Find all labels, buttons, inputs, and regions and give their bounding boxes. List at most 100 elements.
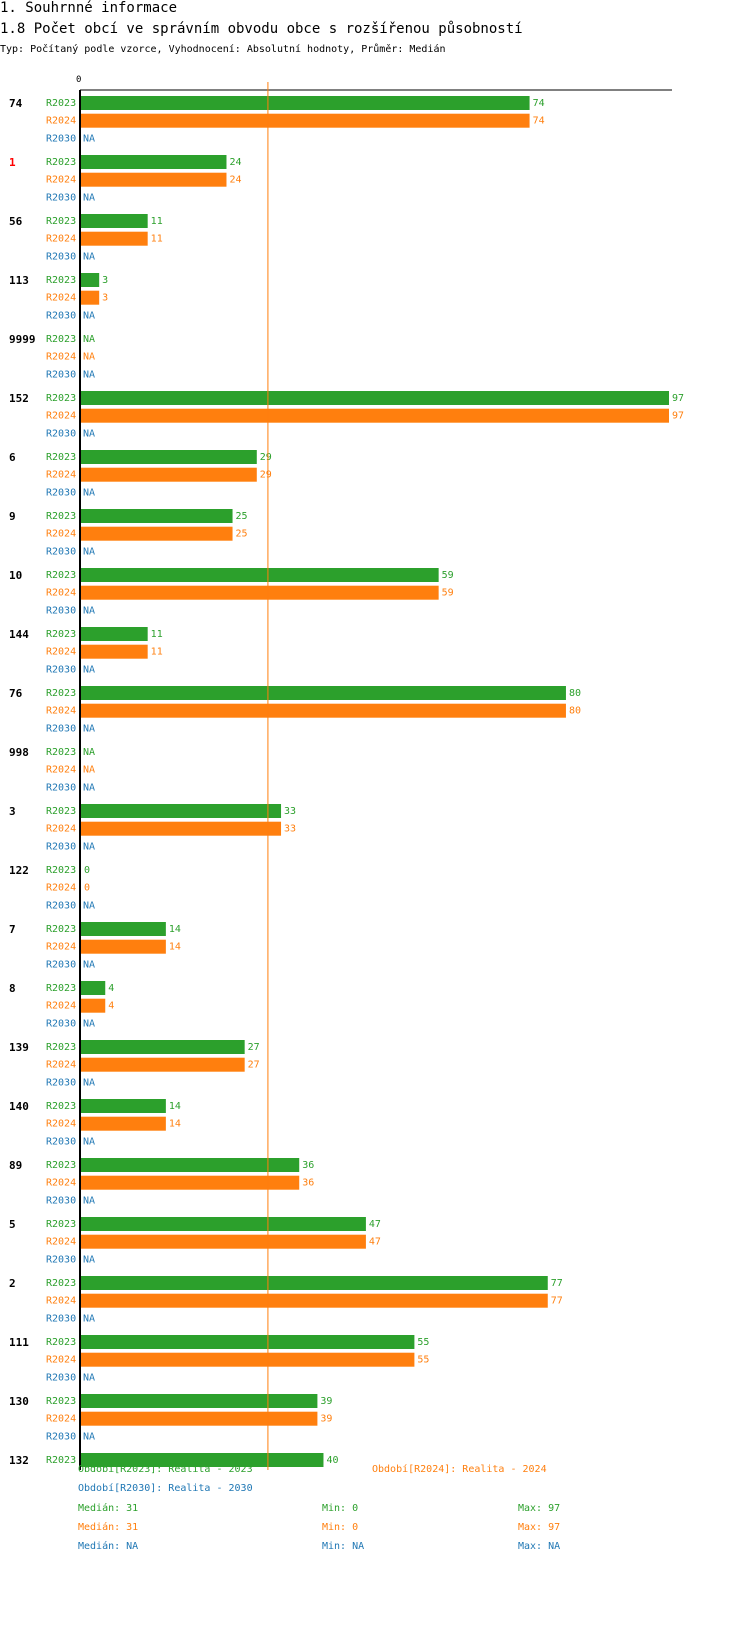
- value-label: 25: [236, 529, 248, 540]
- bar-r2024: [81, 1057, 245, 1072]
- bar-r2024: [81, 998, 106, 1013]
- value-label: 14: [169, 1101, 181, 1112]
- value-label: 11: [151, 234, 163, 245]
- category-label: 132: [9, 1454, 29, 1467]
- value-label-na: NA: [83, 1136, 95, 1147]
- series-label-r2030: R2030: [46, 428, 76, 439]
- series-label-r2024: R2024: [46, 1178, 76, 1189]
- value-label: 24: [229, 157, 241, 168]
- value-label: 97: [672, 393, 684, 404]
- value-label-na: NA: [83, 765, 95, 776]
- value-label: 33: [284, 824, 296, 835]
- bar-r2023: [81, 273, 100, 287]
- value-label: 97: [672, 411, 684, 422]
- bar-r2024: [81, 467, 257, 482]
- series-label-r2024: R2024: [46, 529, 76, 540]
- series-label-r2024: R2024: [46, 470, 76, 481]
- category-label: 152: [9, 392, 29, 405]
- series-label-r2023: R2023: [46, 1455, 76, 1466]
- bar-r2024: [81, 644, 148, 659]
- value-label: 0: [84, 865, 90, 876]
- series-label-r2023: R2023: [46, 1278, 76, 1289]
- category-label: 144: [9, 628, 29, 641]
- value-label: 14: [169, 924, 181, 935]
- series-label-r2023: R2023: [46, 1101, 76, 1112]
- series-label-r2023: R2023: [46, 1042, 76, 1053]
- series-label-r2024: R2024: [46, 1355, 76, 1366]
- series-label-r2030: R2030: [46, 1431, 76, 1442]
- category-label: 76: [9, 687, 23, 700]
- category-label: 113: [9, 274, 29, 287]
- category-label: 10: [9, 569, 22, 582]
- value-label-na: NA: [83, 310, 95, 321]
- value-label-na: NA: [83, 1077, 95, 1088]
- value-label: 80: [569, 706, 581, 717]
- value-label: 74: [533, 116, 545, 127]
- value-label-na: NA: [83, 1254, 95, 1265]
- value-label: 77: [551, 1278, 563, 1289]
- series-label-r2023: R2023: [46, 983, 76, 994]
- value-label-na: NA: [83, 1018, 95, 1029]
- series-label-r2023: R2023: [46, 1396, 76, 1407]
- bar-r2023: [81, 155, 227, 169]
- bar-r2024: [81, 585, 439, 600]
- bar-r2024: [81, 290, 100, 305]
- value-label-na: NA: [83, 747, 95, 758]
- value-label: 29: [260, 452, 272, 463]
- series-label-r2024: R2024: [46, 588, 76, 599]
- value-label: 0: [84, 883, 90, 894]
- series-label-r2024: R2024: [46, 1119, 76, 1130]
- series-label-r2030: R2030: [46, 192, 76, 203]
- series-label-r2030: R2030: [46, 841, 76, 852]
- series-label-r2024: R2024: [46, 765, 76, 776]
- value-label: 40: [326, 1455, 338, 1466]
- series-label-r2024: R2024: [46, 1001, 76, 1012]
- value-label: 47: [369, 1219, 381, 1230]
- value-label-na: NA: [83, 723, 95, 734]
- category-label: 7: [9, 923, 16, 936]
- series-label-r2024: R2024: [46, 175, 76, 186]
- series-label-r2030: R2030: [46, 1018, 76, 1029]
- series-label-r2030: R2030: [46, 1372, 76, 1383]
- bar-r2023: [81, 1099, 166, 1113]
- value-label-na: NA: [83, 1313, 95, 1324]
- series-label-r2024: R2024: [46, 706, 76, 717]
- series-label-r2024: R2024: [46, 942, 76, 953]
- value-label: 3: [102, 275, 108, 286]
- value-label-na: NA: [83, 1195, 95, 1206]
- bar-r2023: [81, 391, 669, 405]
- value-label-na: NA: [83, 487, 95, 498]
- value-label: 59: [442, 588, 454, 599]
- bar-r2024: [81, 1175, 300, 1190]
- bar-r2023: [81, 804, 282, 818]
- bar-r2024: [81, 408, 669, 423]
- value-label: 29: [260, 470, 272, 481]
- series-label-r2030: R2030: [46, 605, 76, 616]
- value-label-na: NA: [83, 546, 95, 557]
- series-label-r2023: R2023: [46, 747, 76, 758]
- category-label: 140: [9, 1100, 29, 1113]
- value-label-na: NA: [83, 1372, 95, 1383]
- value-label-na: NA: [83, 664, 95, 675]
- bar-r2023: [81, 922, 166, 936]
- stat-max-r2030: Max: NA: [518, 1541, 561, 1552]
- value-label: 77: [551, 1296, 563, 1307]
- bar-r2024: [81, 703, 566, 718]
- bar-r2024: [81, 1116, 166, 1131]
- value-label: 59: [442, 570, 454, 581]
- bar-r2023: [81, 1276, 548, 1290]
- stat-median-r2023: Medián: 31: [78, 1503, 139, 1514]
- series-label-r2024: R2024: [46, 234, 76, 245]
- section-heading: 1. Souhrnné informace: [0, 0, 178, 16]
- legend-r2030: Období[R2030]: Realita - 2030: [78, 1483, 253, 1494]
- series-label-r2023: R2023: [46, 1160, 76, 1171]
- value-label-na: NA: [83, 900, 95, 911]
- bar-r2024: [81, 231, 148, 246]
- series-label-r2030: R2030: [46, 1195, 76, 1206]
- stat-min-r2023: Min: 0: [322, 1503, 359, 1514]
- category-label: 89: [9, 1159, 22, 1172]
- bar-r2024: [81, 526, 233, 541]
- bar-r2023: [81, 96, 530, 110]
- stat-median-r2030: Medián: NA: [78, 1541, 139, 1552]
- value-label: 11: [151, 629, 163, 640]
